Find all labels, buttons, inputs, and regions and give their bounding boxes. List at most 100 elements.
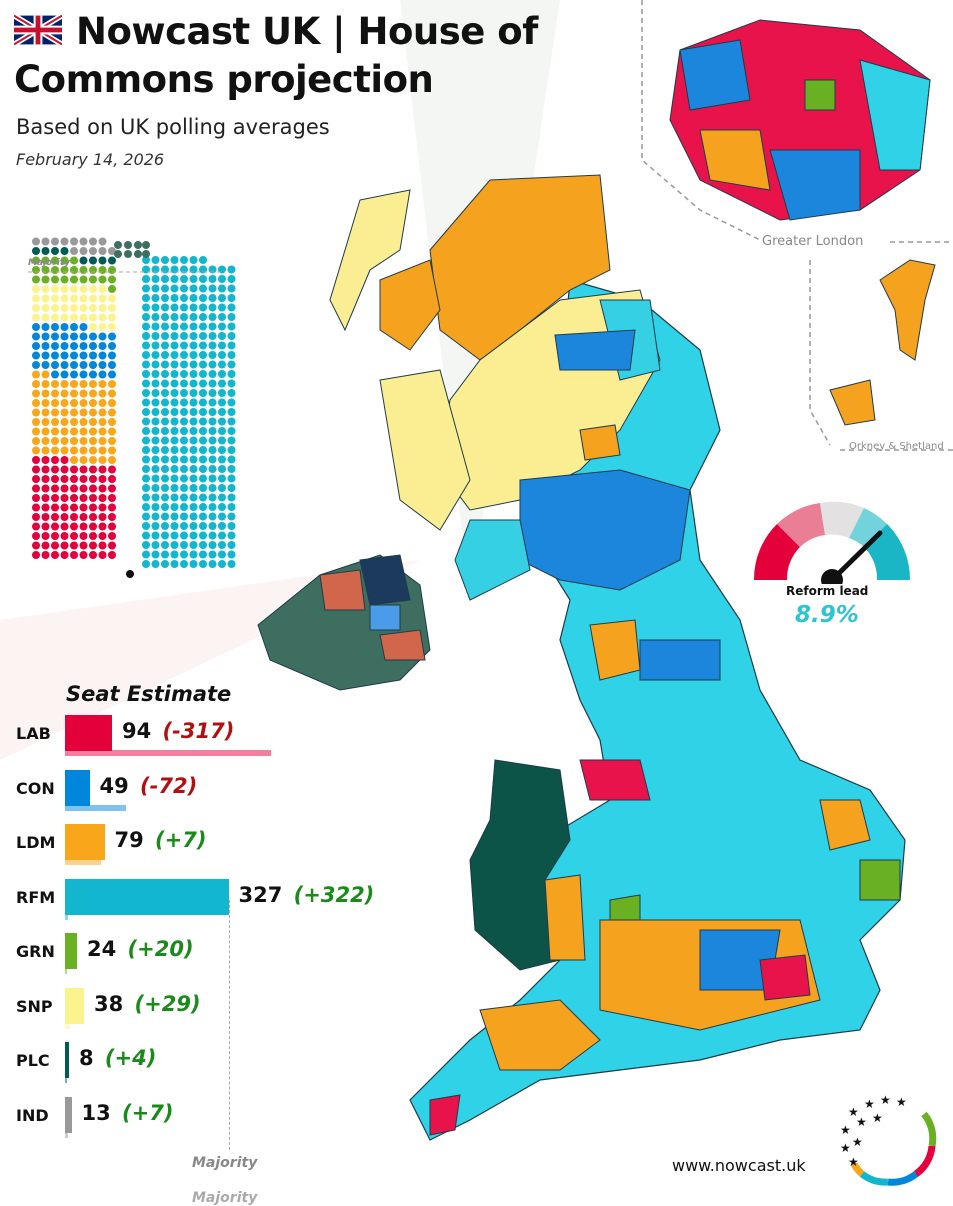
seat-dot-rfm: [208, 360, 217, 369]
seat-dot-lab: [41, 456, 50, 464]
seat-dot-rfm: [189, 427, 198, 435]
prev-bar-ind: [65, 1131, 68, 1138]
seat-dot-rfm: [218, 560, 226, 568]
bar-label-con: CON: [16, 778, 55, 798]
bar-value-grn: 24 (+20): [87, 937, 194, 961]
seat-dot-con: [89, 332, 97, 341]
seat-dot-rfm: [161, 379, 169, 388]
seat-dot-ldm: [51, 408, 59, 417]
seat-dot-ldm: [41, 418, 50, 426]
seat-dot-lab: [51, 475, 59, 483]
seat-dot-rfm: [199, 512, 207, 521]
seat-dot-lab: [108, 513, 116, 521]
seat-dot-rfm: [142, 408, 150, 416]
seat-dot-ind: [79, 237, 88, 246]
seat-dot-snp: [89, 313, 97, 322]
seat-dot-con: [70, 370, 78, 379]
seat-dot-rfm: [227, 493, 236, 502]
seat-dot-rfm: [161, 560, 169, 568]
seat-dot-rfm: [180, 303, 188, 312]
seat-dot-rfm: [170, 313, 179, 321]
seat-dot-lab: [98, 475, 107, 483]
seat-dot-grn: [70, 256, 78, 265]
seat-dot-ldm: [70, 418, 78, 426]
seat-dot-rfm: [142, 313, 150, 321]
seat-dot-con: [41, 323, 50, 331]
seat-dot-ldm: [79, 399, 88, 407]
seat-dot-ldm: [89, 427, 97, 436]
seat-dot-lab: [98, 513, 107, 521]
seat-dot-ldm: [79, 456, 88, 464]
seat-dot-rfm: [142, 332, 150, 340]
seat-count: 94: [122, 719, 152, 743]
seat-dot-rfm: [218, 484, 226, 492]
seat-dot-rfm: [180, 341, 188, 350]
bar-rfm: [65, 878, 229, 915]
svg-text:★: ★: [840, 1141, 851, 1155]
seat-dot-lab: [51, 484, 59, 493]
seat-dot-rfm: [189, 417, 198, 426]
seat-dot-snp: [32, 285, 40, 293]
seat-dot-con: [108, 332, 116, 341]
seat-dot-lab: [51, 522, 59, 531]
seat-dot-snp: [41, 294, 50, 303]
seat-dot-rfm: [180, 474, 188, 483]
title-line-2: Commons projection: [14, 58, 434, 101]
seat-dot-grn: [98, 275, 107, 284]
seat-dot-rfm: [170, 256, 179, 264]
seat-dot-plc: [79, 256, 88, 265]
seat-dot-rfm: [170, 275, 179, 283]
seat-dot-rfm: [189, 398, 198, 407]
seat-dot-rfm: [142, 275, 150, 283]
seat-dot-rfm: [189, 284, 198, 293]
seat-dot-rfm: [208, 484, 217, 492]
seat-dot-ldm: [41, 389, 50, 398]
seat-dot-con: [98, 332, 107, 341]
seat-dot-rfm: [180, 417, 188, 426]
seat-dot-lab: [89, 494, 97, 502]
svg-text:★: ★: [848, 1105, 859, 1119]
seat-dot-lab: [89, 532, 97, 540]
seat-dot-rfm: [161, 256, 169, 264]
seat-dot-rfm: [208, 522, 217, 530]
seat-dot-con: [108, 351, 116, 360]
seat-dot-rfm: [170, 360, 179, 369]
seat-dot-ldm: [89, 446, 97, 455]
seat-dot-lab: [108, 484, 116, 493]
seat-dot-rfm: [161, 341, 169, 350]
seat-dot-grn: [70, 266, 78, 274]
seat-dot-ind: [89, 237, 97, 246]
seat-dot-rfm: [199, 455, 207, 464]
seat-dot-rfm: [218, 522, 226, 530]
seat-dot-snp: [70, 294, 78, 303]
seat-dot-snp: [98, 323, 107, 331]
seat-dot-rfm: [151, 408, 160, 416]
seat-dot-ldm: [108, 380, 116, 388]
seat-dot-con: [89, 351, 97, 360]
seat-dot-ldm: [32, 418, 40, 426]
seat-dot-lab: [98, 522, 107, 531]
seat-dot-rfm: [170, 389, 179, 397]
seat-dot-lab: [89, 465, 97, 474]
website-link[interactable]: www.nowcast.uk: [672, 1156, 806, 1175]
seat-dot-rfm: [180, 503, 188, 511]
seat-dot-lab: [70, 532, 78, 540]
seat-count: 49: [99, 773, 129, 798]
seat-dot-lab: [98, 541, 107, 550]
seat-dot-rfm: [151, 474, 160, 483]
seat-dot-lab: [60, 465, 69, 474]
seat-dot-rfm: [227, 322, 236, 331]
seat-dot-other: [124, 250, 132, 258]
seat-dot-rfm: [227, 474, 236, 483]
seat-dot-ldm: [60, 418, 69, 426]
seat-dot-rfm: [180, 332, 188, 340]
seat-dot-rfm: [142, 436, 150, 445]
nowcast-logo: ★★ ★ ★ ★★ ★★ ★★: [840, 1094, 937, 1186]
seat-dot-rfm: [180, 294, 188, 302]
seat-dot-rfm: [189, 360, 198, 369]
seat-dot-con: [98, 342, 107, 350]
seat-dot-rfm: [189, 313, 198, 321]
seat-dot-rfm: [208, 389, 217, 397]
seat-dot-con: [70, 351, 78, 360]
seat-dot-rfm: [151, 455, 160, 464]
